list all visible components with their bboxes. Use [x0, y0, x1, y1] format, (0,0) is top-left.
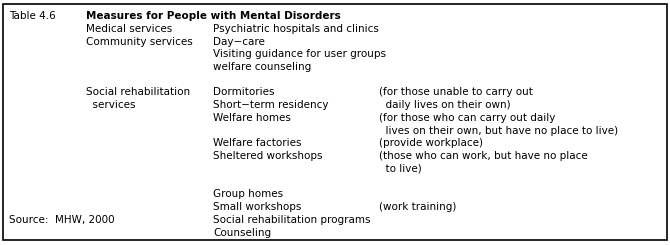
- Text: daily lives on their own): daily lives on their own): [379, 100, 510, 110]
- Text: Sheltered workshops: Sheltered workshops: [213, 151, 322, 161]
- Text: Counseling: Counseling: [213, 228, 271, 238]
- Text: (for those who can carry out daily: (for those who can carry out daily: [379, 113, 555, 123]
- Text: Social rehabilitation programs: Social rehabilitation programs: [213, 215, 371, 225]
- Text: lives on their own, but have no place to live): lives on their own, but have no place to…: [379, 126, 618, 136]
- Text: (work training): (work training): [379, 202, 456, 212]
- Text: to live): to live): [379, 164, 421, 174]
- Text: (provide workplace): (provide workplace): [379, 138, 482, 148]
- Text: Dormitories: Dormitories: [213, 87, 275, 98]
- Text: Social rehabilitation: Social rehabilitation: [86, 87, 190, 98]
- Text: Welfare homes: Welfare homes: [213, 113, 291, 123]
- Text: Group homes: Group homes: [213, 189, 283, 199]
- Text: services: services: [86, 100, 135, 110]
- Text: (those who can work, but have no place: (those who can work, but have no place: [379, 151, 588, 161]
- Text: Community services: Community services: [86, 37, 192, 47]
- Text: welfare counseling: welfare counseling: [213, 62, 312, 72]
- Text: (for those unable to carry out: (for those unable to carry out: [379, 87, 533, 98]
- Text: Medical services: Medical services: [86, 24, 172, 34]
- Text: Source:  MHW, 2000: Source: MHW, 2000: [9, 215, 115, 225]
- Text: Table 4.6: Table 4.6: [9, 11, 56, 21]
- Text: Small workshops: Small workshops: [213, 202, 302, 212]
- Text: Day−care: Day−care: [213, 37, 265, 47]
- Text: Visiting guidance for user groups: Visiting guidance for user groups: [213, 49, 386, 59]
- Text: Psychiatric hospitals and clinics: Psychiatric hospitals and clinics: [213, 24, 379, 34]
- Text: Welfare factories: Welfare factories: [213, 138, 302, 148]
- Text: Measures for People with Mental Disorders: Measures for People with Mental Disorder…: [86, 11, 340, 21]
- Text: Short−term residency: Short−term residency: [213, 100, 328, 110]
